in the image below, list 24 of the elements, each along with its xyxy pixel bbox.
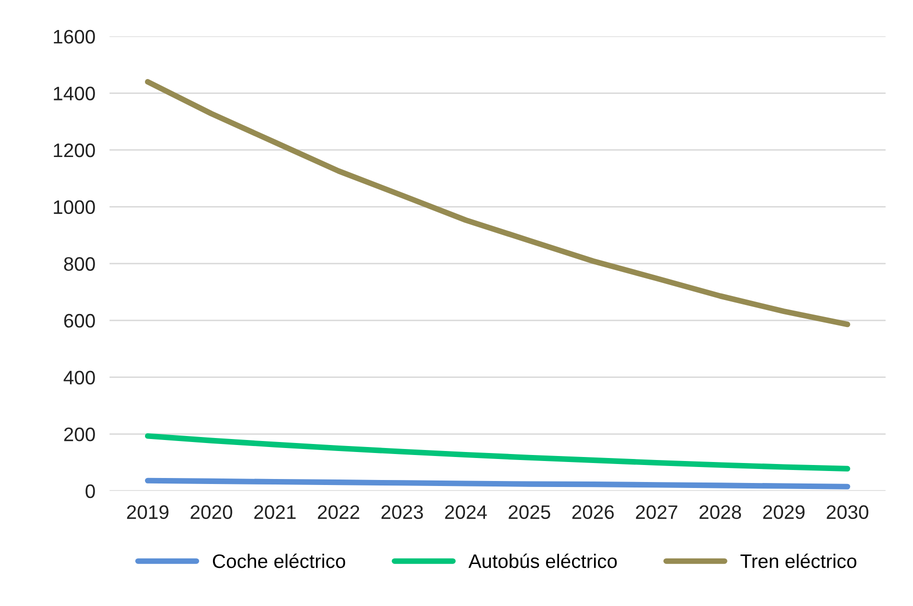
legend-label: Coche eléctrico: [212, 554, 346, 568]
y-tick-label: 600: [64, 314, 95, 328]
x-tick-label: 2030: [826, 505, 868, 520]
x-tick-label: 2025: [508, 505, 550, 520]
y-tick-label: 800: [64, 257, 95, 271]
y-tick-label: 1000: [54, 200, 95, 214]
x-tick-label: 2026: [572, 505, 614, 520]
x-tick-label: 2022: [318, 505, 360, 520]
y-tick-label: 400: [64, 370, 95, 384]
x-tick-label: 2019: [127, 505, 168, 520]
y-tick-label: 1200: [54, 143, 95, 158]
y-tick-label: 200: [64, 428, 95, 442]
x-tick-label: 2028: [700, 505, 742, 520]
y-tick-label: 0: [86, 484, 95, 498]
legend-label: Tren eléctrico: [740, 554, 856, 568]
x-tick-label: 2020: [190, 505, 232, 520]
x-tick-label: 2023: [382, 505, 423, 520]
x-tick-label: 2024: [445, 505, 487, 520]
legend-label: Autobús eléctrico: [468, 554, 617, 568]
x-tick-label: 2021: [254, 505, 296, 520]
x-tick-label: 2027: [636, 505, 678, 520]
x-tick-label: 2029: [763, 505, 805, 520]
y-tick-label: 1400: [54, 86, 95, 100]
y-tick-label: 1600: [54, 30, 95, 44]
